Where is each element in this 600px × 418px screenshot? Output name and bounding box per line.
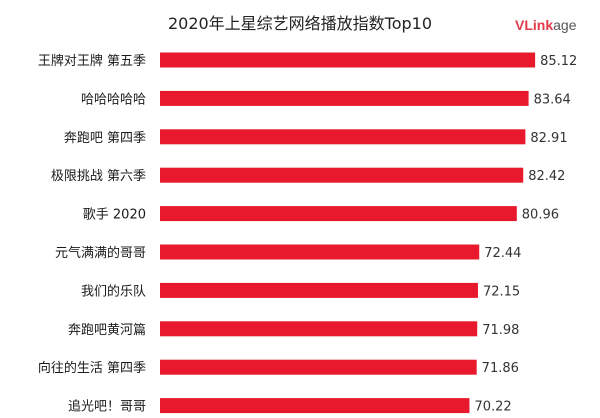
value-label: 72.15 — [483, 284, 520, 299]
bar — [160, 244, 480, 260]
category-label: 元气满满的哥哥 — [55, 245, 146, 261]
category-label: 追光吧！哥哥 — [68, 399, 146, 415]
category-label: 奔跑吧 第四季 — [64, 131, 146, 146]
category-label: 歌手 2020 — [83, 208, 146, 223]
value-label: 83.64 — [534, 92, 571, 107]
category-label: 我们的乐队 — [81, 283, 146, 299]
brand-logo-part1: V — [515, 17, 525, 33]
vlinkage-logo: VLinkage — [515, 17, 576, 33]
bar — [160, 398, 470, 414]
bar — [160, 90, 529, 106]
bar — [160, 129, 526, 145]
bar — [160, 282, 478, 298]
bar — [160, 52, 536, 68]
bar — [160, 206, 517, 222]
value-label: 70.22 — [474, 400, 511, 415]
bar — [160, 359, 477, 375]
value-label: 82.42 — [528, 169, 565, 184]
brand-logo-part2: Link — [524, 17, 554, 33]
category-label: 极限挑战 第六季 — [51, 169, 146, 184]
value-label: 71.86 — [482, 361, 519, 376]
category-label: 奔跑吧黄河篇 — [68, 323, 146, 338]
value-label: 85.12 — [540, 54, 577, 69]
value-label: 82.91 — [530, 131, 567, 146]
value-label: 80.96 — [522, 208, 559, 223]
chart-title: 2020年上星综艺网络播放指数Top10 — [167, 14, 433, 33]
category-label: 向往的生活 第四季 — [38, 360, 146, 376]
value-label: 71.98 — [482, 323, 519, 338]
brand-logo-part3: age — [553, 17, 577, 33]
category-label: 王牌对王牌 第五季 — [38, 53, 146, 69]
bar — [160, 167, 524, 183]
value-label: 72.44 — [484, 246, 521, 261]
category-label: 哈哈哈哈哈 — [81, 92, 146, 107]
bar — [160, 321, 478, 337]
